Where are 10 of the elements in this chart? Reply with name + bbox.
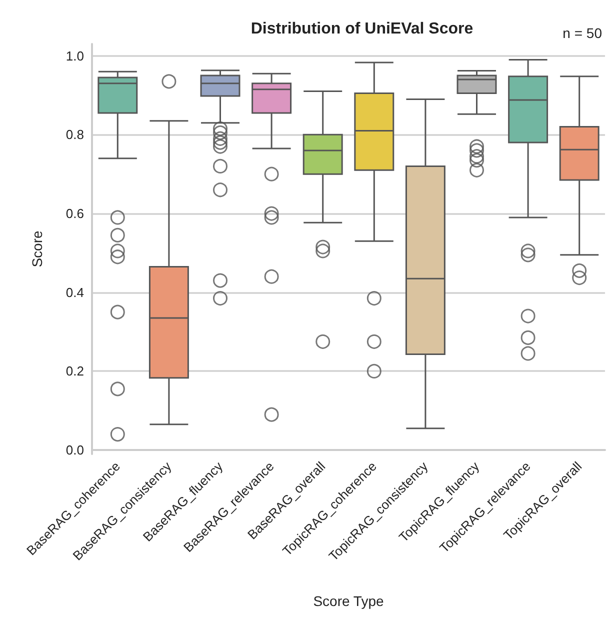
y-tick-label: 0.4 — [66, 284, 84, 300]
y-tick-label: 0.6 — [66, 206, 84, 222]
x-axis-title: Score Type — [313, 593, 384, 609]
y-tick-label: 0.0 — [66, 442, 84, 458]
chart-title: Distribution of UniEVal Score — [250, 20, 474, 38]
y-tick-label: 0.2 — [66, 364, 84, 379]
text: n = 50 — [562, 25, 602, 41]
y-tick-label: 0.8 — [66, 127, 84, 142]
y-axis-title: Score — [29, 230, 45, 268]
y-tick-label: 1.0 — [66, 48, 84, 64]
